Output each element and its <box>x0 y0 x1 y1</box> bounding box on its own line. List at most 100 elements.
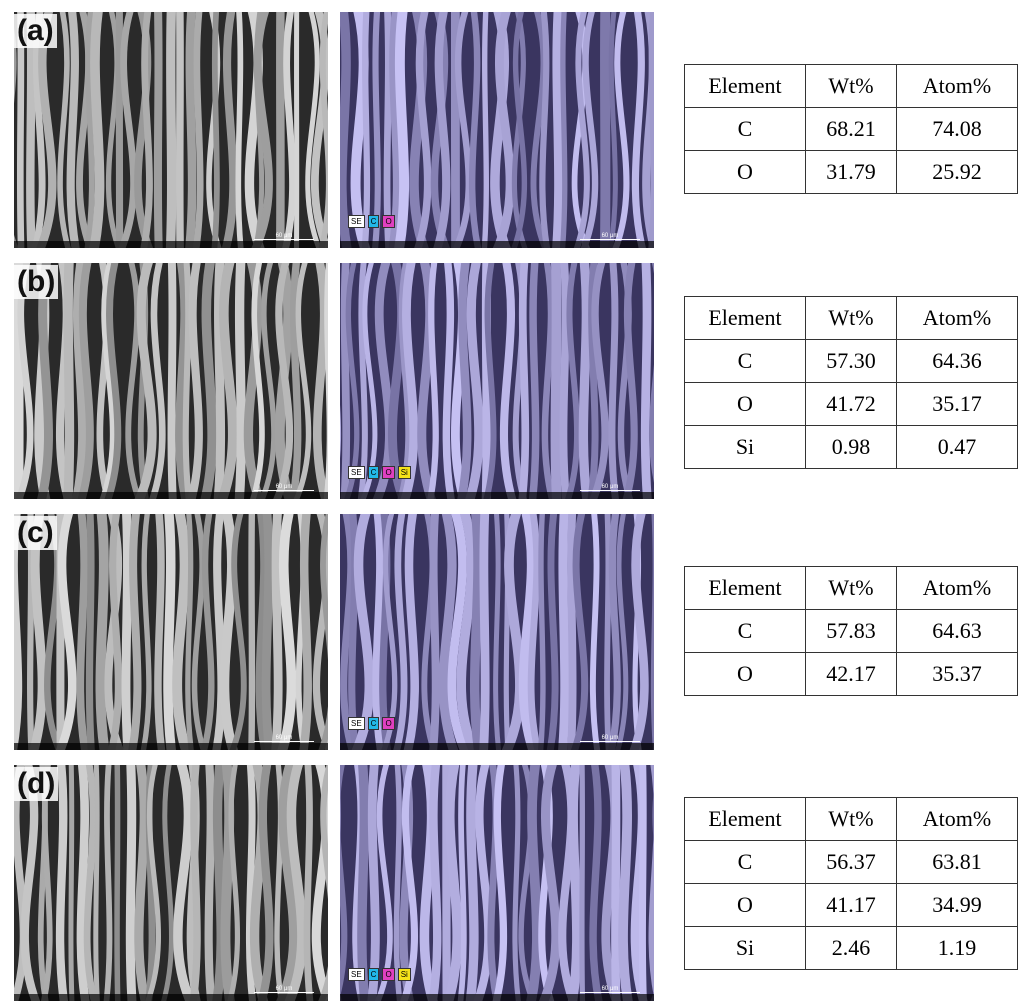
table-cell: 25.92 <box>897 151 1018 194</box>
element-badge: O <box>382 215 394 228</box>
table-cell: 34.99 <box>897 884 1018 927</box>
eds-map <box>340 765 654 1001</box>
sem-panel: 60 μm <box>14 263 328 499</box>
element-badge: SE <box>348 466 365 479</box>
header-cell: Wt% <box>806 798 897 841</box>
table-cell: C <box>685 841 806 884</box>
table-cell: 41.17 <box>806 884 897 927</box>
scale-bar: 60 μm <box>254 986 314 993</box>
table-cell: 2.46 <box>806 927 897 970</box>
sem-panel: 60 μm <box>14 765 328 1001</box>
header-cell: Atom% <box>897 798 1018 841</box>
figure: {"panels": [ {"label": "(a)", "scale": "… <box>0 0 1030 996</box>
element-badge: O <box>382 466 394 479</box>
table-cell: 56.37 <box>806 841 897 884</box>
header-cell: Atom% <box>897 297 1018 340</box>
element-badge: O <box>382 717 394 730</box>
scale-bar: 60 μm <box>580 986 640 993</box>
element-badge: C <box>368 466 380 479</box>
panel-label: (d) <box>14 767 58 801</box>
element-badge: SE <box>348 717 365 730</box>
element-badge: Si <box>398 968 411 981</box>
table-cell: 64.36 <box>897 340 1018 383</box>
header-cell: Wt% <box>806 297 897 340</box>
table-cell: 57.30 <box>806 340 897 383</box>
header-cell: Element <box>685 798 806 841</box>
table-cell: 74.08 <box>897 108 1018 151</box>
header-cell: Atom% <box>897 567 1018 610</box>
table-cell: 35.17 <box>897 383 1018 426</box>
table-cell: 57.83 <box>806 610 897 653</box>
sem-image <box>14 765 328 1001</box>
table-cell: O <box>685 383 806 426</box>
sem-image <box>14 263 328 499</box>
scale-bar: 60 μm <box>580 484 640 491</box>
panel-label: (a) <box>14 14 57 48</box>
info-bar <box>14 241 328 248</box>
eds-map <box>340 12 654 248</box>
sem-image <box>14 514 328 750</box>
table-cell: 0.98 <box>806 426 897 469</box>
panel-label: (b) <box>14 265 58 299</box>
element-badge: O <box>382 968 394 981</box>
info-bar <box>340 994 654 1001</box>
eds-map <box>340 263 654 499</box>
info-bar <box>340 743 654 750</box>
sem-panel: 60 μm <box>14 12 328 248</box>
info-bar <box>14 492 328 499</box>
table-cell: 42.17 <box>806 653 897 696</box>
table-cell: C <box>685 610 806 653</box>
panel-label: (c) <box>14 516 57 550</box>
scale-bar: 60 μm <box>254 233 314 240</box>
table-cell: Si <box>685 426 806 469</box>
scale-bar: 60 μm <box>580 233 640 240</box>
table-cell: C <box>685 340 806 383</box>
header-cell: Atom% <box>897 65 1018 108</box>
table-cell: 64.63 <box>897 610 1018 653</box>
scale-bar: 60 μm <box>254 735 314 742</box>
header-cell: Element <box>685 297 806 340</box>
element-badge: C <box>368 717 380 730</box>
info-bar <box>14 994 328 1001</box>
header-cell: Element <box>685 65 806 108</box>
info-bar <box>340 492 654 499</box>
header-cell: Wt% <box>806 65 897 108</box>
element-badge: C <box>368 215 380 228</box>
element-badge: SE <box>348 215 365 228</box>
table-cell: O <box>685 653 806 696</box>
scale-bar: 60 μm <box>254 484 314 491</box>
element-badge: C <box>368 968 380 981</box>
info-bar <box>340 241 654 248</box>
scale-bar: 60 μm <box>580 735 640 742</box>
element-badge: SE <box>348 968 365 981</box>
element-badge: Si <box>398 466 411 479</box>
table-cell: C <box>685 108 806 151</box>
table-cell: 31.79 <box>806 151 897 194</box>
header-cell: Wt% <box>806 567 897 610</box>
info-bar <box>14 743 328 750</box>
table-cell: 35.37 <box>897 653 1018 696</box>
table-cell: Si <box>685 927 806 970</box>
